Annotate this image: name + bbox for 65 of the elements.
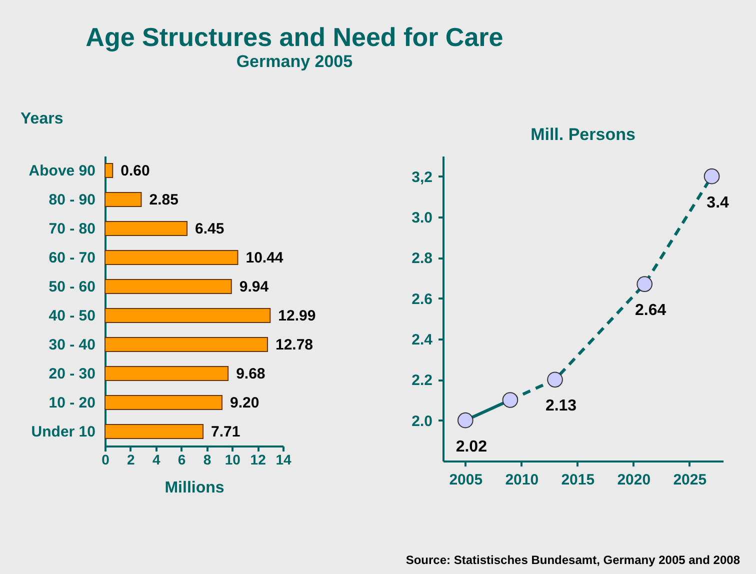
y-tick-label: 10 - 20 — [48, 394, 96, 412]
bar — [104, 366, 229, 381]
x-axis-title: Millions — [164, 480, 224, 496]
x-tick-label: 2020 — [617, 472, 651, 488]
x-tick-label: 6 — [178, 452, 186, 468]
y-tick-label: 2.8 — [412, 250, 432, 268]
x-tick-label: 14 — [276, 452, 292, 468]
x-tick-label: 4 — [152, 452, 160, 468]
x-tick-label: 0 — [102, 452, 110, 468]
y-tick-label: 50 - 60 — [48, 278, 96, 296]
x-tick-label: 2015 — [561, 472, 595, 488]
y-tick-label: 40 - 50 — [48, 308, 96, 324]
x-tick-label: 12 — [250, 452, 266, 468]
x-tick-label: 2010 — [505, 472, 539, 488]
bar — [104, 308, 271, 323]
x-tick-label: 2025 — [673, 472, 707, 488]
annotation: 2.13 — [545, 398, 577, 415]
bar — [104, 424, 204, 439]
point — [636, 276, 653, 292]
bar — [104, 250, 238, 265]
y-tick-label: 20 - 30 — [48, 366, 96, 382]
data-label: 9.20 — [230, 394, 260, 412]
annotation: 2.02 — [456, 438, 488, 456]
x-tick-label: 10 — [224, 452, 241, 468]
data-label: 7.71 — [211, 424, 240, 440]
data-label: 6.45 — [195, 220, 224, 238]
bar — [104, 192, 142, 207]
data-label: 2.85 — [149, 192, 178, 208]
annotation: 3.4 — [706, 194, 730, 212]
y-tick-label: Above 90 — [28, 162, 96, 180]
y-tick-label: 30 - 40 — [48, 336, 96, 354]
y-tick-label: 3,2 — [412, 168, 432, 186]
data-label: 9.68 — [236, 366, 266, 382]
y-tick-label: 2.2 — [412, 372, 432, 390]
point — [547, 372, 563, 388]
data-label: 12.99 — [278, 308, 316, 324]
bar — [104, 163, 114, 178]
y-tick-label: 3.0 — [412, 210, 432, 226]
bar — [104, 279, 232, 294]
x-tick-label: 2 — [127, 452, 136, 468]
y-tick-label: 70 - 80 — [48, 220, 96, 238]
y-tick-label: 60 - 70 — [48, 250, 96, 266]
y-tick-label: 2.0 — [412, 412, 432, 430]
y-tick-label: 80 - 90 — [48, 192, 96, 208]
chart-title: Mill. Persons — [530, 125, 636, 144]
chart-title: Age Structures and Need for Care — [86, 22, 504, 52]
y-tick-label: 2.4 — [412, 332, 434, 348]
data-label: 12.78 — [275, 336, 314, 354]
x-tick-label: 8 — [203, 452, 212, 468]
y-axis-title: Years — [20, 110, 64, 128]
point — [704, 168, 720, 184]
x-tick-label: 2005 — [449, 472, 483, 488]
point — [502, 392, 518, 408]
y-tick-label: Under 10 — [31, 424, 96, 440]
annotation: 2.64 — [635, 302, 666, 320]
point — [457, 412, 474, 428]
bar — [104, 337, 268, 352]
data-label: 9.94 — [239, 278, 270, 296]
bar — [104, 221, 188, 236]
chart-subtitle: Germany 2005 — [236, 52, 353, 71]
data-label: 10.44 — [246, 250, 284, 266]
data-label: 0.60 — [120, 162, 150, 180]
bar — [104, 395, 222, 410]
y-tick-label: 2.6 — [412, 290, 432, 308]
source-note: Source: Statistisches Bundesamt, Germany 2005 and 2008 — [404, 553, 740, 567]
